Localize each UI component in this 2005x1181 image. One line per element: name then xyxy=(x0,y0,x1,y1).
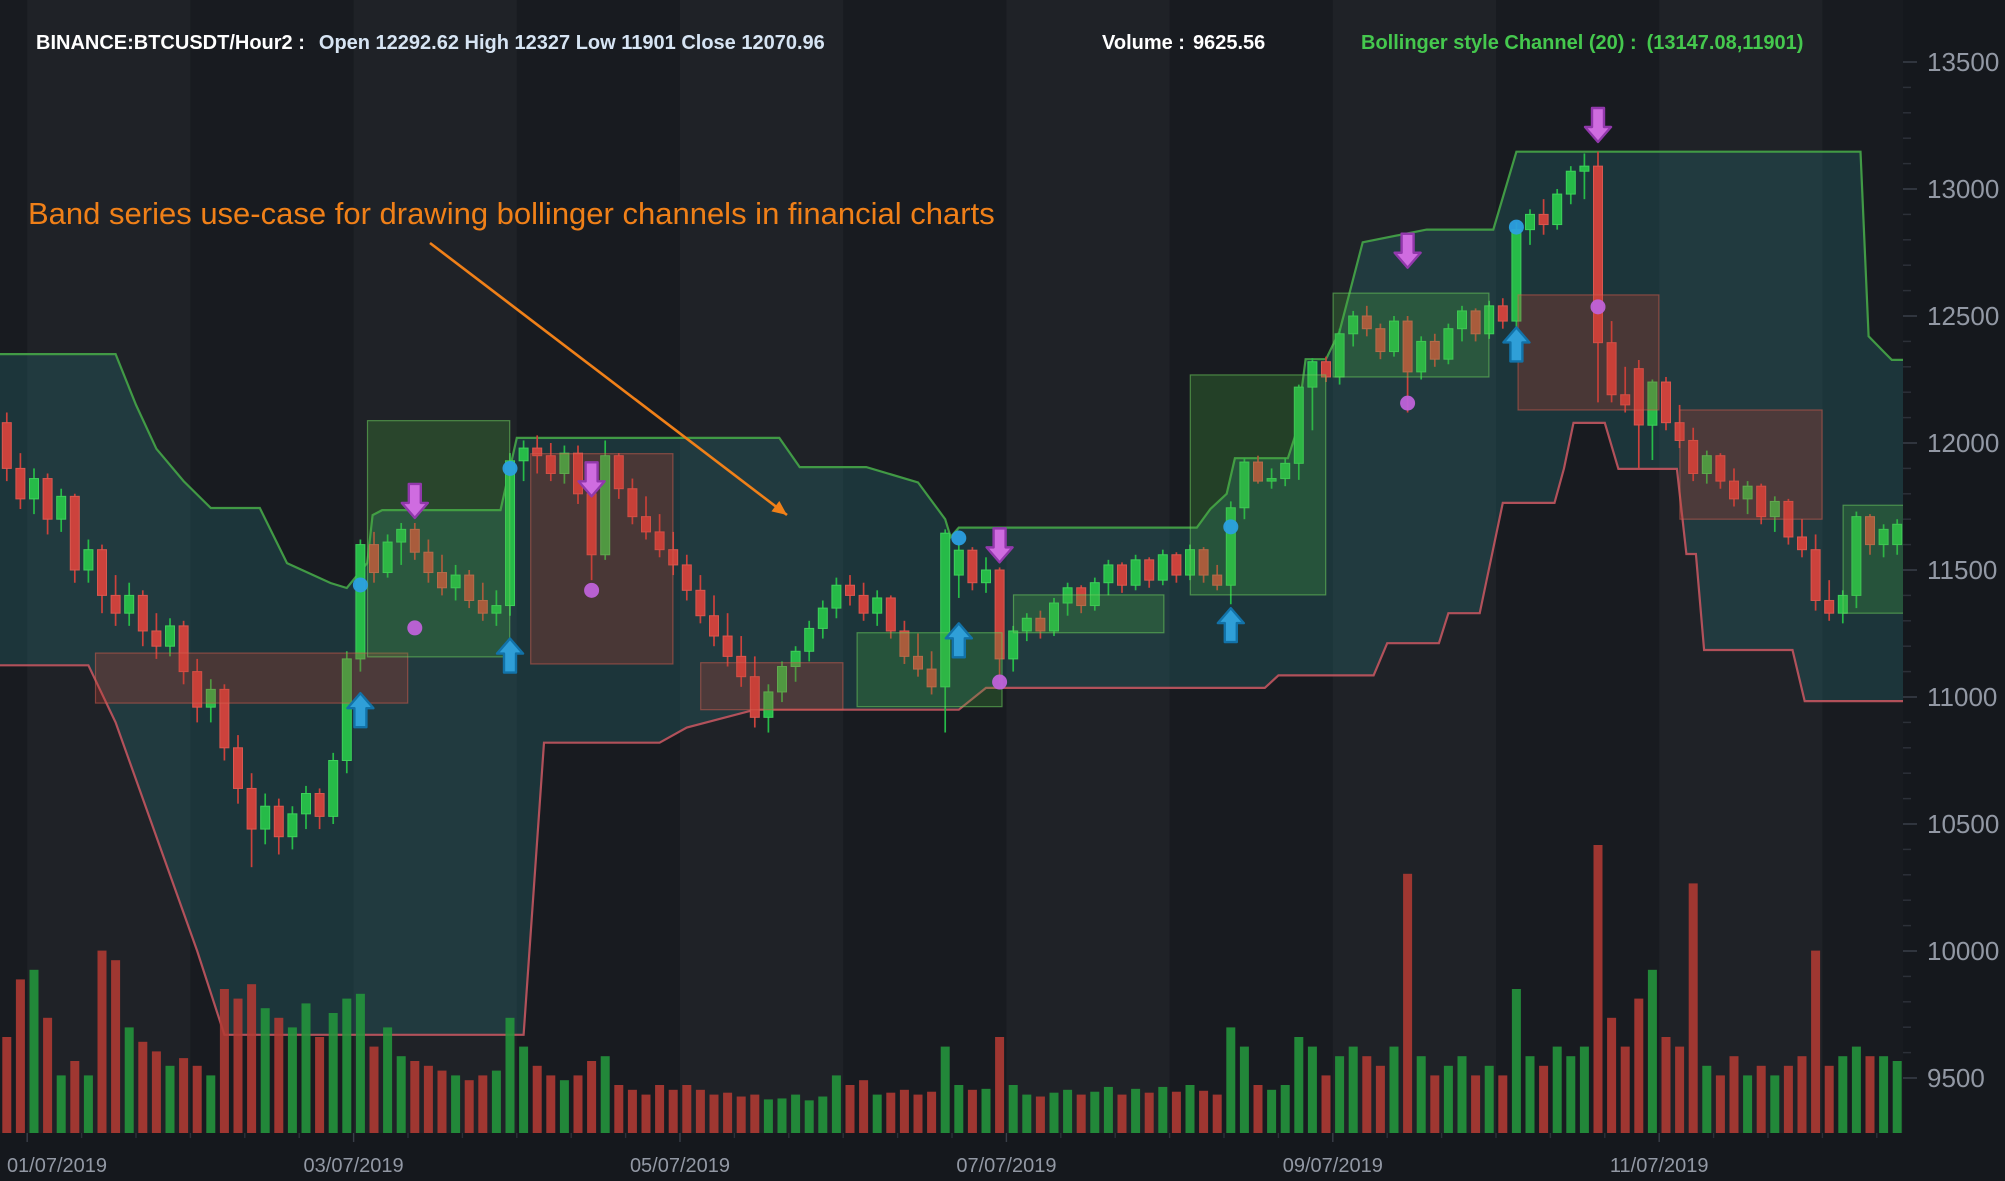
sell-dot-icon[interactable] xyxy=(1590,299,1606,315)
sell-dot-icon[interactable] xyxy=(584,582,600,598)
sell-arrow-icon[interactable] xyxy=(1393,232,1422,269)
annotation-arrow xyxy=(429,241,788,517)
plot-area[interactable] xyxy=(0,0,1911,1133)
annotation-text: Band series use-case for drawing bolling… xyxy=(28,196,995,231)
legend-channel-label: Bollinger style Channel (20) : xyxy=(1361,32,1637,54)
time-axis-label: 09/07/2019 xyxy=(1283,1155,1383,1177)
bollinger-band-fill xyxy=(0,151,1903,1035)
legend-channel-value: (13147.08,11901) xyxy=(1646,32,1804,54)
time-axis-label: 03/07/2019 xyxy=(304,1155,404,1177)
buy-arrow-icon[interactable] xyxy=(1502,326,1531,363)
legend-ohlc-values: Open 12292.62 High 12327 Low 11901 Close… xyxy=(318,32,825,54)
buy-dot-icon[interactable] xyxy=(951,530,967,546)
price-axis-label: 12000 xyxy=(1927,428,1999,458)
buy-dot-icon[interactable] xyxy=(1223,519,1239,535)
price-axis-label: 13000 xyxy=(1927,174,1999,204)
price-axis-label: 10000 xyxy=(1927,936,1999,966)
time-axis-label: 01/07/2019 xyxy=(7,1155,107,1177)
legend-volume[interactable]: Volume : 9625.56 xyxy=(1102,32,1265,58)
price-axis-label: 9500 xyxy=(1927,1063,1985,1093)
price-axis[interactable]: 13500 13000 12500 12000 11500 11000 10500 10000… xyxy=(1903,47,1999,1093)
legend-volume-label: Volume : xyxy=(1102,32,1185,54)
buy-arrow-icon[interactable] xyxy=(346,691,375,729)
bollinger-band-lower-line xyxy=(0,421,1903,1036)
price-axis-label: 10500 xyxy=(1927,809,1999,839)
sell-dot-icon[interactable] xyxy=(992,674,1008,690)
buy-arrow-icon[interactable] xyxy=(495,637,525,674)
price-axis-label: 11500 xyxy=(1927,555,1997,585)
sell-arrow-icon[interactable] xyxy=(577,461,606,498)
signal-boxes xyxy=(94,292,1903,711)
price-axis-label: 11000 xyxy=(1927,682,1997,712)
buy-dot-icon[interactable] xyxy=(502,460,518,476)
buy-arrow-icon[interactable] xyxy=(944,622,973,659)
legend-bollinger-channel[interactable]: Bollinger style Channel (20) : (13147.08,… xyxy=(1361,32,1803,58)
time-axis-label: 11/07/2019 xyxy=(1610,1155,1709,1177)
candlestick-series xyxy=(1,151,1903,868)
price-axis-label: 13500 xyxy=(1927,47,1999,77)
time-axis-gutter[interactable] xyxy=(0,1133,2005,1181)
price-axis-label: 12500 xyxy=(1927,301,1999,331)
bollinger-band-upper-line xyxy=(0,150,1903,590)
buy-arrow-icon[interactable] xyxy=(1216,606,1245,644)
legend-symbol-name: BINANCE:BTCUSDT/Hour2 : xyxy=(36,32,305,54)
price-axis-gutter[interactable] xyxy=(1903,0,2005,1181)
time-axis[interactable]: 01/07/2019 03/07/2019 05/07/2019 07/07/2019… xyxy=(7,1133,1878,1177)
sell-arrow-icon[interactable] xyxy=(1583,106,1613,144)
trade-markers xyxy=(346,106,1613,729)
time-axis-label: 05/07/2019 xyxy=(630,1155,730,1177)
buy-dot-icon[interactable] xyxy=(1508,219,1524,235)
sell-dot-icon[interactable] xyxy=(407,620,423,636)
sell-dot-icon[interactable] xyxy=(1400,395,1416,411)
legend-symbol-ohlc[interactable]: BINANCE:BTCUSDT/Hour2 : Open 12292.62 Hig… xyxy=(36,32,825,58)
sell-arrow-icon[interactable] xyxy=(985,527,1014,564)
legend-volume-value: 9625.56 xyxy=(1192,32,1266,54)
sell-arrow-icon[interactable] xyxy=(400,482,429,520)
buy-dot-icon[interactable] xyxy=(352,577,368,593)
volume-bars xyxy=(2,845,1902,1133)
time-axis-label: 07/07/2019 xyxy=(956,1155,1056,1177)
